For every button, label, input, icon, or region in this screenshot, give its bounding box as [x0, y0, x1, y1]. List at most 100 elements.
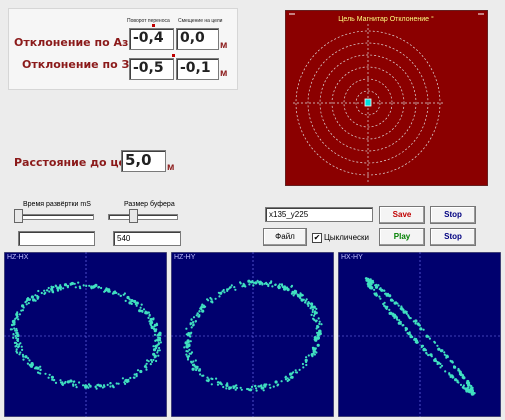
scatter-point: [233, 286, 236, 289]
scatter-point: [307, 301, 310, 304]
scatter-point: [228, 286, 231, 289]
play-button[interactable]: Play: [379, 228, 425, 246]
scatter-point: [440, 364, 444, 367]
scatter-point: [197, 315, 200, 318]
scatter-point: [111, 292, 115, 295]
cyclic-label: Цыклически: [324, 233, 369, 242]
scatter-point: [294, 369, 297, 372]
scatter-point: [200, 305, 203, 308]
distance-field[interactable]: 5,0: [121, 150, 166, 172]
stop-record-button[interactable]: Stop: [430, 206, 476, 224]
scatter-point: [386, 293, 389, 296]
scatter-point: [13, 327, 16, 330]
scatter-point: [85, 284, 88, 287]
scatter-point: [292, 294, 295, 297]
scatter-point: [43, 289, 46, 292]
scatter-point: [194, 359, 197, 362]
scatter-point: [463, 387, 466, 390]
scatter-point: [18, 353, 21, 356]
scatter-point: [17, 346, 20, 349]
sweep-slider-track[interactable]: [14, 214, 94, 220]
scatter-point: [318, 322, 321, 325]
scatter-point: [284, 378, 288, 381]
scatter-point: [220, 383, 223, 386]
scatter-point: [414, 340, 417, 343]
scatter-point: [192, 321, 195, 324]
scatter-point: [135, 375, 138, 378]
scatter-point: [98, 384, 103, 388]
scatter-point: [106, 383, 109, 386]
scatter-point: [219, 382, 222, 385]
scatter-point: [12, 321, 15, 324]
cyclic-checkbox[interactable]: ✔: [312, 233, 322, 243]
scatter-point: [183, 346, 186, 349]
scatter-point: [302, 366, 305, 369]
scatter-point: [33, 367, 37, 370]
scatter-point: [53, 378, 56, 382]
scatter-point: [47, 376, 50, 379]
scatter-point: [152, 358, 155, 362]
stop-play-button[interactable]: Stop: [430, 228, 476, 246]
sweep-slider-thumb[interactable]: [14, 209, 23, 223]
scatter-point: [366, 277, 370, 281]
scatter-point: [102, 384, 106, 387]
scatter-point: [190, 326, 193, 329]
scatter-point: [84, 384, 88, 388]
scatter-point: [141, 309, 144, 313]
scatter-point: [62, 287, 65, 290]
scatter-point: [72, 383, 75, 386]
azimuth-turn-field[interactable]: -0,4: [129, 28, 174, 50]
scatter-point: [190, 318, 193, 321]
scatter-point: [398, 319, 401, 322]
scatter-point: [316, 331, 319, 334]
scatter-point: [451, 360, 454, 363]
save-button[interactable]: Save: [379, 206, 425, 224]
scatter-point: [318, 320, 321, 323]
scatter-point: [272, 385, 275, 388]
scatter-point: [130, 302, 133, 305]
scatter-point: [462, 376, 466, 380]
scatter-point: [82, 384, 85, 387]
scatter-point: [280, 380, 283, 383]
sweep-label: Время развёртки mS: [23, 201, 91, 208]
scatter-point: [24, 355, 28, 359]
plot-hz-hy-points: [183, 279, 323, 392]
target-rings: [293, 24, 443, 182]
sweep-field[interactable]: [18, 231, 95, 246]
scatter-point: [108, 290, 111, 293]
scatter-point: [133, 299, 137, 304]
scatter-point: [138, 309, 142, 313]
scatter-point: [21, 348, 24, 351]
scatter-point: [383, 289, 386, 292]
scatter-point: [117, 382, 120, 385]
scatter-point: [156, 338, 159, 341]
scatter-point: [128, 298, 131, 301]
file-name-field[interactable]: x135_y225: [265, 207, 373, 222]
zenith-turn-field[interactable]: -0,5: [129, 58, 174, 80]
scatter-point: [295, 290, 298, 293]
scatter-point: [230, 284, 233, 287]
scatter-point: [416, 341, 419, 344]
scatter-point: [313, 310, 316, 314]
scatter-point: [206, 376, 209, 379]
scatter-point: [192, 323, 195, 326]
scatter-point: [154, 344, 158, 348]
scatter-point: [419, 327, 423, 331]
scatter-point: [454, 378, 458, 382]
scatter-point: [135, 304, 138, 307]
buffer-slider-thumb[interactable]: [129, 209, 138, 223]
scatter-point: [189, 352, 193, 355]
scatter-point: [87, 383, 91, 386]
scatter-point: [466, 384, 470, 387]
zenith-offset-field[interactable]: -0,1: [176, 58, 219, 80]
buffer-slider-track[interactable]: [108, 214, 178, 220]
scatter-point: [101, 386, 104, 389]
azimuth-offset-field[interactable]: 0,0: [176, 28, 219, 50]
scatter-point: [119, 294, 122, 297]
scatter-point: [145, 362, 148, 365]
scatter-point: [14, 329, 17, 332]
scatter-point: [305, 360, 308, 364]
scatter-point: [378, 295, 381, 298]
buffer-size-field[interactable]: 540: [113, 231, 181, 246]
file-button[interactable]: Файл: [263, 228, 307, 246]
